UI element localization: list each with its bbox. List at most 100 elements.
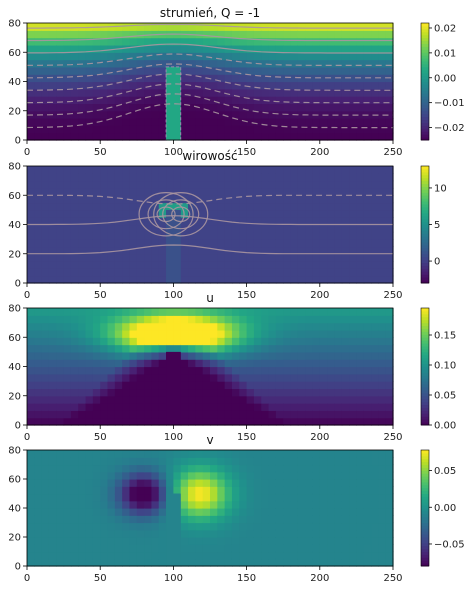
heatmap-cell: [239, 381, 248, 390]
heatmap-cell: [378, 529, 387, 538]
heatmap-cell: [253, 381, 262, 390]
heatmap-cell: [114, 337, 123, 346]
heatmap-cell: [305, 166, 314, 174]
heatmap-cell: [327, 96, 336, 105]
heatmap-cell: [63, 337, 72, 346]
heatmap-cell: [378, 30, 387, 39]
heatmap-cell: [180, 508, 189, 516]
heatmap-cell: [268, 322, 277, 331]
heatmap-cell: [188, 522, 196, 531]
heatmap-cell: [378, 202, 387, 211]
heatmap-cell: [188, 166, 196, 174]
heatmap-cell: [341, 537, 350, 545]
heatmap-cell: [349, 217, 357, 226]
heatmap-cell: [70, 103, 79, 112]
heatmap-cell: [341, 81, 350, 90]
heatmap-cell: [114, 351, 123, 360]
heatmap-cell: [144, 187, 153, 196]
heatmap-cell: [356, 551, 365, 560]
heatmap-cell: [136, 388, 145, 397]
heatmap-cell: [341, 224, 350, 233]
heatmap-cell: [144, 457, 153, 466]
heatmap-cell: [253, 110, 262, 119]
heatmap-cell: [268, 381, 277, 390]
heatmap-cell: [107, 224, 116, 233]
heatmap-cell: [312, 268, 321, 277]
heatmap-cell: [122, 344, 131, 353]
heatmap-cell: [385, 180, 394, 189]
heatmap-cell: [334, 52, 343, 61]
heatmap-cell: [246, 44, 255, 53]
heatmap-cell: [327, 125, 336, 134]
colorbar-segment: [421, 31, 429, 36]
heatmap-cell: [195, 37, 204, 46]
heatmap-cell: [305, 125, 314, 134]
heatmap-cell: [283, 359, 292, 368]
colorbar-segment: [421, 563, 429, 567]
heatmap-cell: [129, 253, 138, 262]
heatmap-cell: [305, 388, 314, 397]
heatmap-cell: [34, 202, 43, 211]
heatmap-cell: [349, 88, 357, 97]
heatmap-cell: [246, 81, 255, 90]
heatmap-cell: [210, 308, 218, 316]
heatmap-cell: [246, 388, 255, 397]
y-tick-label: 0: [15, 562, 21, 573]
heatmap-cell: [224, 329, 233, 338]
colorbar-segment: [421, 247, 429, 252]
heatmap-cell: [275, 52, 284, 61]
heatmap-cell: [70, 30, 79, 39]
heatmap-cell: [312, 30, 321, 39]
heatmap-cell: [319, 81, 328, 90]
heatmap-cell: [92, 125, 101, 134]
heatmap-cell: [312, 329, 321, 338]
heatmap-cell: [312, 417, 321, 426]
colorbar-segment: [421, 131, 429, 135]
heatmap-cell: [122, 195, 131, 204]
heatmap-cell: [63, 493, 72, 502]
heatmap-cell: [48, 500, 57, 509]
heatmap-cell: [363, 410, 372, 419]
heatmap-cell: [283, 366, 292, 375]
heatmap-cell: [297, 457, 306, 466]
heatmap-cell: [356, 231, 365, 240]
heatmap-cell: [188, 322, 196, 331]
heatmap-cell: [151, 173, 160, 182]
heatmap-cell: [371, 457, 379, 466]
heatmap-cell: [246, 246, 255, 255]
heatmap-cell: [85, 202, 94, 211]
heatmap-cell: [246, 373, 255, 382]
heatmap-cell: [27, 30, 35, 39]
colorbar-segment: [421, 268, 429, 272]
heatmap-cell: [48, 37, 57, 46]
heatmap-cell: [34, 173, 43, 182]
heatmap-cell: [246, 195, 255, 204]
heatmap-cell: [210, 508, 218, 516]
heatmap-cell: [371, 125, 379, 134]
heatmap-cell: [275, 508, 284, 516]
heatmap-cell: [41, 246, 50, 255]
heatmap-cell: [107, 308, 116, 316]
heatmap-cell: [349, 103, 357, 112]
heatmap-cell: [334, 173, 343, 182]
heatmap-cell: [78, 500, 87, 509]
heatmap-cell: [92, 366, 101, 375]
heatmap-cell: [290, 103, 299, 112]
heatmap-cell: [290, 322, 299, 331]
heatmap-cell: [231, 359, 240, 368]
heatmap-cell: [41, 471, 50, 480]
heatmap-cell: [253, 351, 262, 360]
heatmap-cell: [231, 132, 240, 141]
heatmap-cell: [327, 388, 336, 397]
heatmap-cell: [217, 23, 226, 31]
heatmap-cell: [297, 59, 306, 68]
heatmap-cell: [268, 110, 277, 119]
heatmap-cell: [385, 337, 394, 346]
heatmap-cell: [261, 103, 270, 112]
heatmap-cell: [275, 373, 284, 382]
heatmap-cell: [107, 558, 116, 567]
heatmap-cell: [290, 410, 299, 419]
heatmap-cell: [217, 329, 226, 338]
heatmap-cell: [312, 471, 321, 480]
heatmap-cell: [290, 537, 299, 545]
